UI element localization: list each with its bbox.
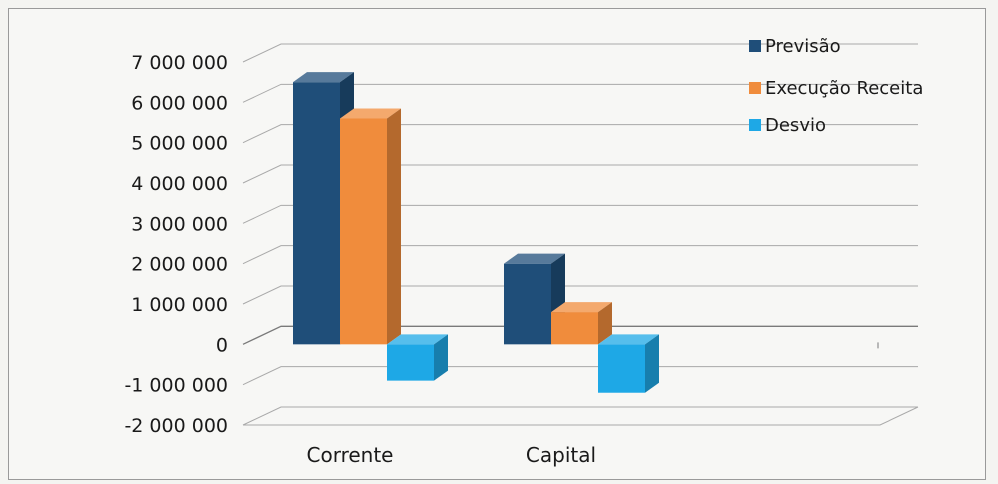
chart-frame: [8, 8, 986, 480]
y-tick-label: 1 000 000: [131, 294, 228, 316]
gridline: [242, 366, 918, 386]
gridline: [242, 245, 918, 265]
bar-corrente-execucao-receita: [340, 108, 401, 345]
bar-corrente-desvio: [387, 334, 448, 381]
y-tick-label: 0: [216, 334, 228, 356]
gridline: [242, 43, 918, 63]
y-tick-label: 6 000 000: [131, 92, 228, 114]
gridline: [242, 406, 918, 426]
floor-edge: [243, 406, 919, 426]
gridline: [242, 124, 918, 144]
y-tick-label: -1 000 000: [124, 375, 228, 397]
gridline: [242, 285, 918, 305]
y-axis-ticks: 7 000 000 6 000 000 5 000 000 4 000 000 3 00…: [124, 52, 228, 437]
legend: Previsão Execução Receita Desvio: [749, 36, 923, 136]
gridline: [242, 164, 918, 184]
y-tick-label: 4 000 000: [131, 173, 228, 195]
gridline: [242, 204, 918, 224]
y-tick-label: 2 000 000: [131, 254, 228, 276]
zero-gridline: [242, 325, 918, 345]
legend-label: Execução Receita: [765, 78, 923, 99]
y-tick-label: 7 000 000: [131, 52, 228, 74]
y-tick-label: 3 000 000: [131, 213, 228, 235]
y-tick-label: 5 000 000: [131, 133, 228, 155]
legend-label: Previsão: [765, 36, 841, 57]
x-axis-categories: Corrente Capital: [307, 443, 597, 467]
category-label: Corrente: [307, 443, 394, 467]
y-tick-label: -2 000 000: [124, 415, 228, 437]
bars: [293, 72, 659, 393]
gridlines: [242, 43, 919, 426]
bar-capital-execucao-receita: [551, 302, 612, 345]
legend-swatch: [749, 40, 761, 52]
legend-label: Desvio: [765, 115, 826, 136]
legend-swatch: [749, 119, 761, 131]
bar-capital-desvio: [598, 334, 659, 393]
category-label: Capital: [526, 443, 596, 467]
gridline: [242, 83, 918, 103]
legend-swatch: [749, 82, 761, 94]
